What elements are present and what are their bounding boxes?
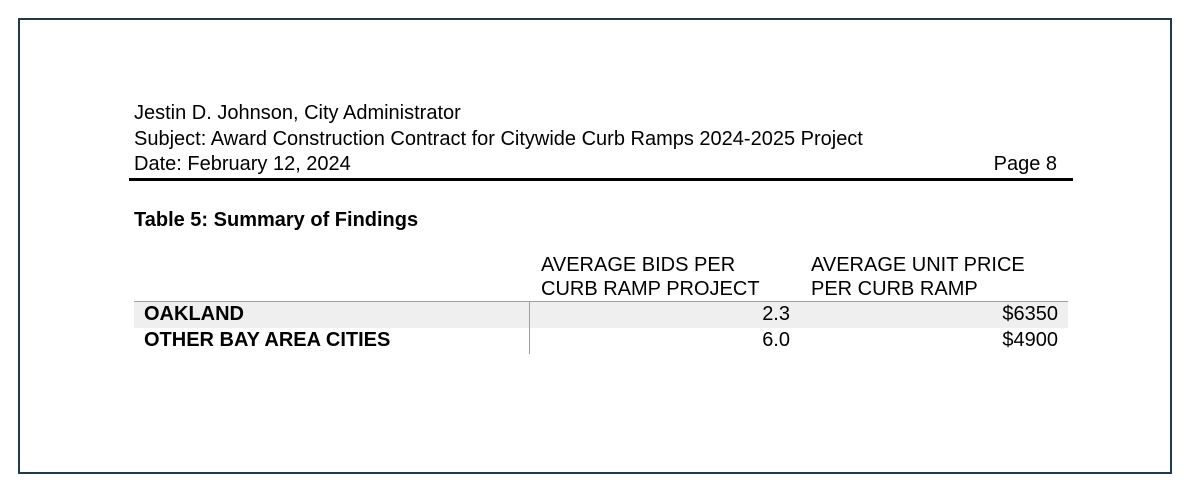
header-date: Date: February 12, 2024 (134, 153, 351, 175)
header-administrator: Jestin D. Johnson, City Administrator (134, 102, 461, 124)
table-title: Table 5: Summary of Findings (134, 209, 419, 231)
page-number: Page 8 (993, 153, 1057, 175)
row-average-bids: 2.3 (762, 303, 790, 325)
column-header-line: CURB RAMP PROJECT (541, 278, 760, 300)
table-row: OTHER BAY AREA CITIES 6.0 $4900 (134, 328, 1068, 354)
column-header-line: PER CURB RAMP (811, 278, 978, 300)
column-header-average-bids: AVERAGE BIDS PER CURB RAMP PROJECT (541, 253, 760, 301)
document-frame (18, 18, 1172, 474)
header-rule (129, 178, 1073, 181)
row-average-bids: 6.0 (762, 329, 790, 351)
table-top-rule (134, 301, 1068, 302)
table-row: OAKLAND 2.3 $6350 (134, 302, 1068, 328)
row-city: OAKLAND (144, 303, 244, 325)
row-city: OTHER BAY AREA CITIES (144, 329, 391, 351)
row-average-unit-price: $6350 (1002, 303, 1058, 325)
column-header-line: AVERAGE UNIT PRICE (811, 254, 1025, 276)
column-header-average-unit-price: AVERAGE UNIT PRICE PER CURB RAMP (811, 253, 1025, 301)
column-header-line: AVERAGE BIDS PER (541, 254, 736, 276)
row-average-unit-price: $4900 (1002, 329, 1058, 351)
column-divider (529, 302, 530, 354)
header-subject: Subject: Award Construction Contract for… (134, 128, 863, 150)
